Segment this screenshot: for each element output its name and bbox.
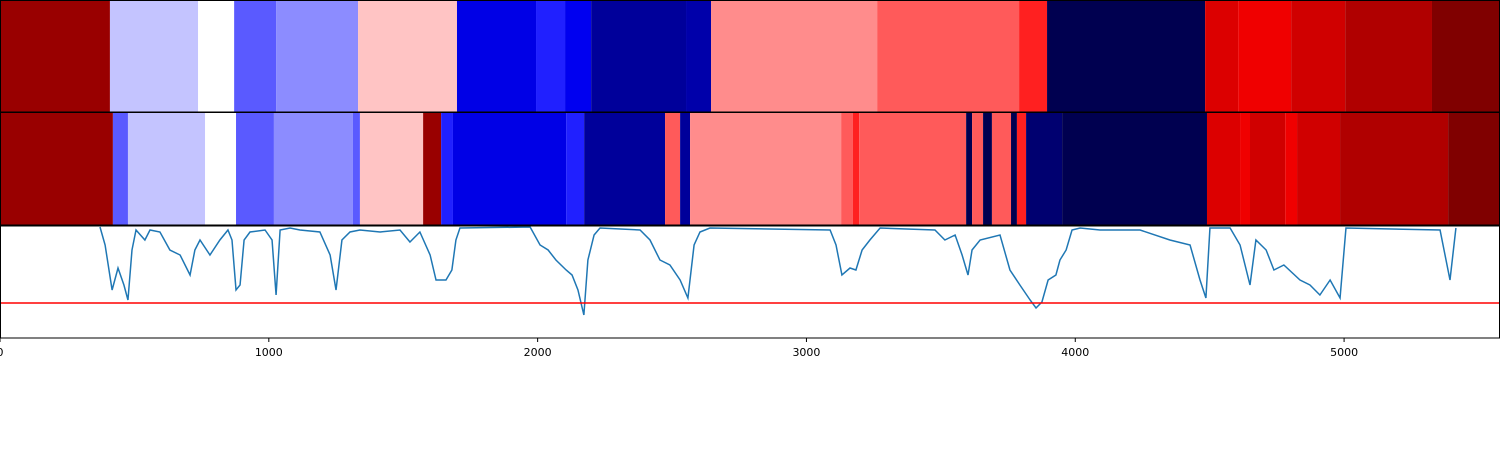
segment (205, 113, 237, 225)
segment (109, 1, 199, 112)
segment (236, 113, 274, 225)
segment (234, 1, 277, 112)
segment (1011, 113, 1017, 225)
segment (273, 113, 353, 225)
x-tick-label: 1000 (255, 346, 283, 359)
segment (536, 1, 566, 112)
segment (1238, 1, 1292, 112)
segment (1250, 113, 1286, 225)
segment (276, 1, 359, 112)
x-tick-label: 3000 (792, 346, 820, 359)
segment (112, 113, 128, 225)
segment (423, 113, 442, 225)
segment (1026, 113, 1063, 225)
segment (359, 113, 424, 225)
segment (1340, 113, 1449, 225)
x-tick-label: 2000 (524, 346, 552, 359)
segment (852, 113, 860, 225)
segment (711, 1, 878, 112)
segment (1047, 1, 1206, 112)
segment (966, 113, 973, 225)
segment (680, 113, 691, 225)
data-line (99, 226, 1457, 316)
segment (584, 113, 666, 225)
segment (127, 113, 206, 225)
segment (690, 113, 842, 225)
segment (1345, 1, 1432, 112)
segment (565, 1, 592, 112)
segment-strip (0, 113, 1500, 225)
line-plot (0, 226, 1500, 316)
x-tick-label: 0 (0, 346, 4, 359)
segment (859, 113, 967, 225)
segment (686, 1, 712, 112)
segment (441, 113, 453, 225)
segment (352, 113, 360, 225)
segment (983, 113, 992, 225)
x-tick-label: 4000 (1061, 346, 1089, 359)
segment (1062, 113, 1207, 225)
segment (591, 1, 687, 112)
panel-frame (0, 225, 1500, 339)
segment (1240, 113, 1250, 225)
segment (1431, 1, 1500, 112)
segment (1206, 113, 1241, 225)
segment (452, 113, 567, 225)
segment (972, 113, 984, 225)
x-tick-label: 5000 (1330, 346, 1358, 359)
segment (665, 113, 681, 225)
segment (1016, 113, 1027, 225)
segment (0, 1, 110, 112)
segment (1205, 1, 1239, 112)
segment (877, 1, 1020, 112)
segment (1297, 113, 1341, 225)
segment (358, 1, 457, 112)
segment (456, 1, 537, 112)
segment (1285, 113, 1298, 225)
segment (0, 113, 113, 225)
segment (991, 113, 1012, 225)
segment (1291, 1, 1346, 112)
segment (1019, 1, 1048, 112)
segment-strip (0, 1, 1500, 112)
segment (841, 113, 853, 225)
segment (566, 113, 585, 225)
segment (1448, 113, 1500, 225)
segment (198, 1, 235, 112)
